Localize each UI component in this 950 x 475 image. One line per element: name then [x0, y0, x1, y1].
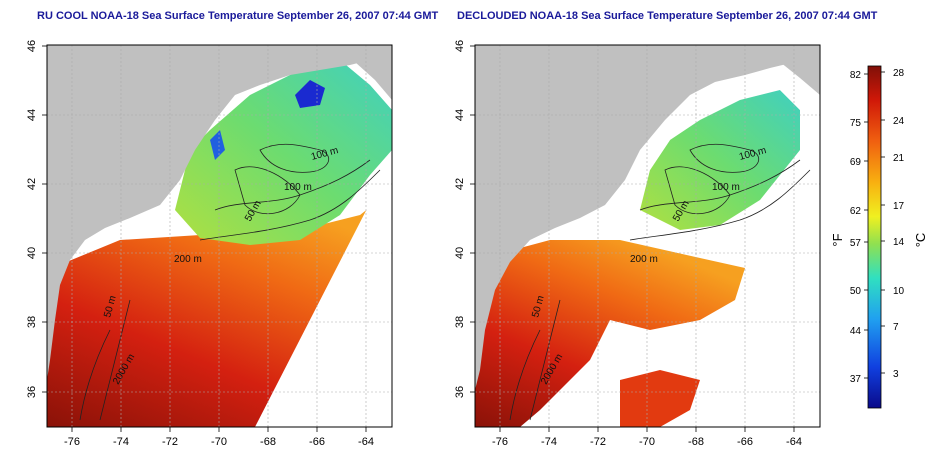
warm-water-region: [47, 190, 392, 427]
y-axis-tick-label: 44: [26, 109, 38, 121]
colorbar-f-tick-label: 50: [850, 286, 862, 297]
x-axis-tick-label: -68: [688, 436, 704, 448]
x-axis-tick-label: -64: [358, 436, 374, 448]
x-axis-tick-label: -74: [113, 436, 129, 448]
colorbar-f-tick-label: 44: [850, 326, 862, 337]
temperature-colorbar: 82 75 69 62 57 50 44 37 28 24 21 17 14 10 7 3 °F °C: [830, 65, 928, 409]
colorbar-f-tick-label: 75: [850, 118, 862, 129]
y-axis-tick-label: 46: [26, 40, 38, 52]
x-axis-tick-label: -66: [309, 436, 325, 448]
colorbar-f-tick-label: 82: [850, 70, 862, 81]
y-axis-tick-label: 42: [26, 178, 38, 190]
y-axis-tick-label: 40: [454, 247, 466, 259]
x-axis-tick-label: -70: [211, 436, 227, 448]
colorbar-c-tick-label: 28: [893, 68, 905, 79]
x-axis-tick-label: -68: [260, 436, 276, 448]
map-axes: -76 -74 -72 -70 -68 -66 -64 36 38 40 42 44 46 -76 -74 -…: [26, 40, 802, 448]
right-map-panel: 100 m 100 m 50 m 200 m 50 m 2000 m: [474, 44, 821, 428]
colorbar-c-tick-label: 7: [893, 322, 899, 333]
colorbar-c-tick-label: 10: [893, 286, 905, 297]
colorbar-c-tick-label: 14: [893, 237, 905, 248]
y-axis-tick-label: 44: [454, 109, 466, 121]
lat-lon-grid: [475, 45, 820, 427]
colorbar-c-tick-label: 17: [893, 201, 905, 212]
bathymetry-contours: [79, 143, 381, 421]
y-axis-tick-label: 38: [454, 316, 466, 328]
warm-water-region: [475, 240, 745, 427]
y-axis-tick-label: 40: [26, 247, 38, 259]
y-axis-tick-label: 36: [454, 386, 466, 398]
land-mass: [475, 45, 820, 390]
y-axis-tick-label: 38: [26, 316, 38, 328]
contour-label: 200 m: [174, 254, 202, 265]
x-axis-tick-label: -66: [737, 436, 753, 448]
colorbar-f-tick-label: 62: [850, 206, 862, 217]
x-axis-tick-label: -76: [64, 436, 80, 448]
left-map-title: RU COOL NOAA-18 Sea Surface Temperature …: [37, 10, 439, 22]
land-mass: [47, 45, 392, 380]
colorbar-f-tick-label: 57: [850, 238, 862, 249]
x-axis-tick-label: -70: [639, 436, 655, 448]
colorbar-c-tick-label: 3: [893, 369, 899, 380]
left-map-panel: 100 m 100 m 50 m 200 m 50 m 2000 m: [46, 44, 393, 428]
y-axis-tick-label: 46: [454, 40, 466, 52]
lat-lon-grid: [47, 45, 392, 427]
colorbar-f-tick-label: 37: [850, 374, 862, 385]
cool-water-region: [640, 90, 800, 230]
x-axis-tick-label: -76: [492, 436, 508, 448]
colorbar-f-tick-label: 69: [850, 157, 862, 168]
bathymetry-contours: [509, 143, 811, 421]
unit-fahrenheit-label: °F: [830, 233, 845, 246]
right-map-frame: [474, 44, 821, 428]
unit-celsius-label: °C: [913, 233, 928, 248]
right-map-title: DECLOUDED NOAA-18 Sea Surface Temperatur…: [457, 10, 878, 22]
colorbar-c-tick-label: 24: [893, 116, 905, 127]
x-axis-tick-label: -72: [590, 436, 606, 448]
colorbar-c-tick-label: 21: [893, 153, 905, 164]
contour-label: 200 m: [630, 254, 658, 265]
x-axis-tick-label: -64: [786, 436, 802, 448]
x-axis-tick-label: -72: [162, 436, 178, 448]
left-map-frame: [46, 44, 393, 428]
contour-label: 100 m: [284, 182, 312, 193]
contour-label: 100 m: [712, 182, 740, 193]
cool-water-region: [175, 60, 392, 245]
colorbar-gradient: [867, 65, 882, 409]
y-axis-tick-label: 36: [26, 386, 38, 398]
y-axis-tick-label: 42: [454, 178, 466, 190]
x-axis-tick-label: -74: [541, 436, 557, 448]
